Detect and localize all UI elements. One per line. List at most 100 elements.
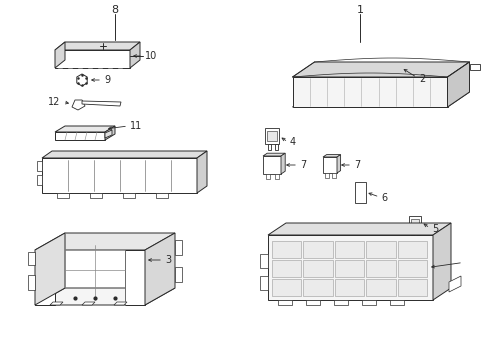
Bar (278, 300, 291, 305)
Text: 7: 7 (299, 160, 305, 170)
Circle shape (79, 77, 85, 83)
Polygon shape (35, 288, 175, 305)
Polygon shape (366, 260, 395, 277)
Polygon shape (264, 128, 279, 144)
Polygon shape (175, 267, 182, 282)
Polygon shape (145, 233, 175, 305)
Polygon shape (323, 154, 340, 157)
Polygon shape (55, 132, 105, 140)
Polygon shape (72, 100, 85, 110)
Polygon shape (55, 50, 130, 68)
Text: 2: 2 (418, 73, 425, 84)
Bar (37, 161, 42, 171)
Polygon shape (267, 144, 270, 150)
Polygon shape (274, 144, 277, 150)
Polygon shape (263, 156, 281, 174)
Ellipse shape (354, 180, 365, 184)
Polygon shape (397, 260, 426, 277)
Polygon shape (354, 181, 365, 202)
Bar (266, 131, 276, 141)
Polygon shape (303, 260, 332, 277)
Polygon shape (366, 241, 395, 258)
Bar (247, 42, 475, 342)
Polygon shape (397, 279, 426, 296)
Polygon shape (448, 276, 460, 292)
Polygon shape (468, 64, 479, 70)
Polygon shape (42, 151, 206, 158)
Text: 4: 4 (289, 137, 296, 147)
Polygon shape (35, 250, 55, 305)
Polygon shape (77, 74, 87, 86)
Polygon shape (50, 302, 63, 305)
Bar (333, 300, 347, 305)
Polygon shape (175, 240, 182, 255)
Polygon shape (303, 279, 332, 296)
Text: 10: 10 (145, 51, 157, 61)
Text: 12: 12 (47, 97, 60, 107)
Polygon shape (303, 241, 332, 258)
Polygon shape (416, 229, 419, 234)
Polygon shape (35, 233, 175, 250)
Text: 6: 6 (381, 193, 387, 203)
Polygon shape (336, 154, 340, 173)
Polygon shape (42, 158, 197, 193)
Bar (305, 300, 319, 305)
Bar (57, 193, 69, 198)
Polygon shape (408, 216, 420, 229)
Bar (15, 40, 229, 195)
Polygon shape (114, 302, 127, 305)
Polygon shape (292, 62, 468, 77)
Polygon shape (271, 241, 301, 258)
Bar (410, 219, 418, 225)
Polygon shape (125, 250, 145, 305)
Text: 7: 7 (353, 160, 360, 170)
Polygon shape (82, 302, 95, 305)
Text: 9: 9 (104, 75, 110, 85)
Polygon shape (55, 126, 115, 132)
Polygon shape (105, 130, 112, 138)
Polygon shape (447, 62, 468, 107)
Bar (260, 254, 267, 268)
Polygon shape (35, 233, 65, 305)
Polygon shape (267, 235, 432, 300)
Polygon shape (263, 153, 285, 156)
Bar (156, 193, 168, 198)
Polygon shape (28, 275, 35, 290)
Polygon shape (55, 42, 140, 50)
Polygon shape (267, 223, 450, 235)
Polygon shape (105, 126, 115, 140)
Polygon shape (331, 173, 335, 178)
Ellipse shape (77, 265, 99, 279)
Text: 3: 3 (164, 255, 171, 265)
Polygon shape (271, 260, 301, 277)
Text: 5: 5 (431, 224, 437, 234)
Polygon shape (82, 101, 121, 106)
Text: 11: 11 (130, 121, 142, 131)
Bar (37, 175, 42, 185)
Polygon shape (410, 229, 413, 234)
Bar (389, 300, 403, 305)
Polygon shape (28, 252, 35, 265)
Polygon shape (432, 223, 450, 300)
Bar (361, 300, 375, 305)
Polygon shape (271, 279, 301, 296)
Bar (260, 276, 267, 290)
Polygon shape (265, 174, 269, 179)
Text: 1: 1 (356, 5, 363, 15)
Polygon shape (334, 279, 364, 296)
Polygon shape (55, 42, 65, 68)
Polygon shape (397, 241, 426, 258)
Polygon shape (197, 151, 206, 193)
Bar (123, 193, 135, 198)
Polygon shape (292, 77, 447, 107)
Ellipse shape (354, 201, 365, 204)
Polygon shape (323, 157, 336, 173)
Text: 8: 8 (111, 5, 118, 15)
Polygon shape (366, 279, 395, 296)
Polygon shape (334, 241, 364, 258)
Polygon shape (292, 92, 468, 107)
Polygon shape (274, 174, 278, 179)
Polygon shape (334, 260, 364, 277)
Polygon shape (324, 173, 328, 178)
Polygon shape (130, 42, 140, 68)
